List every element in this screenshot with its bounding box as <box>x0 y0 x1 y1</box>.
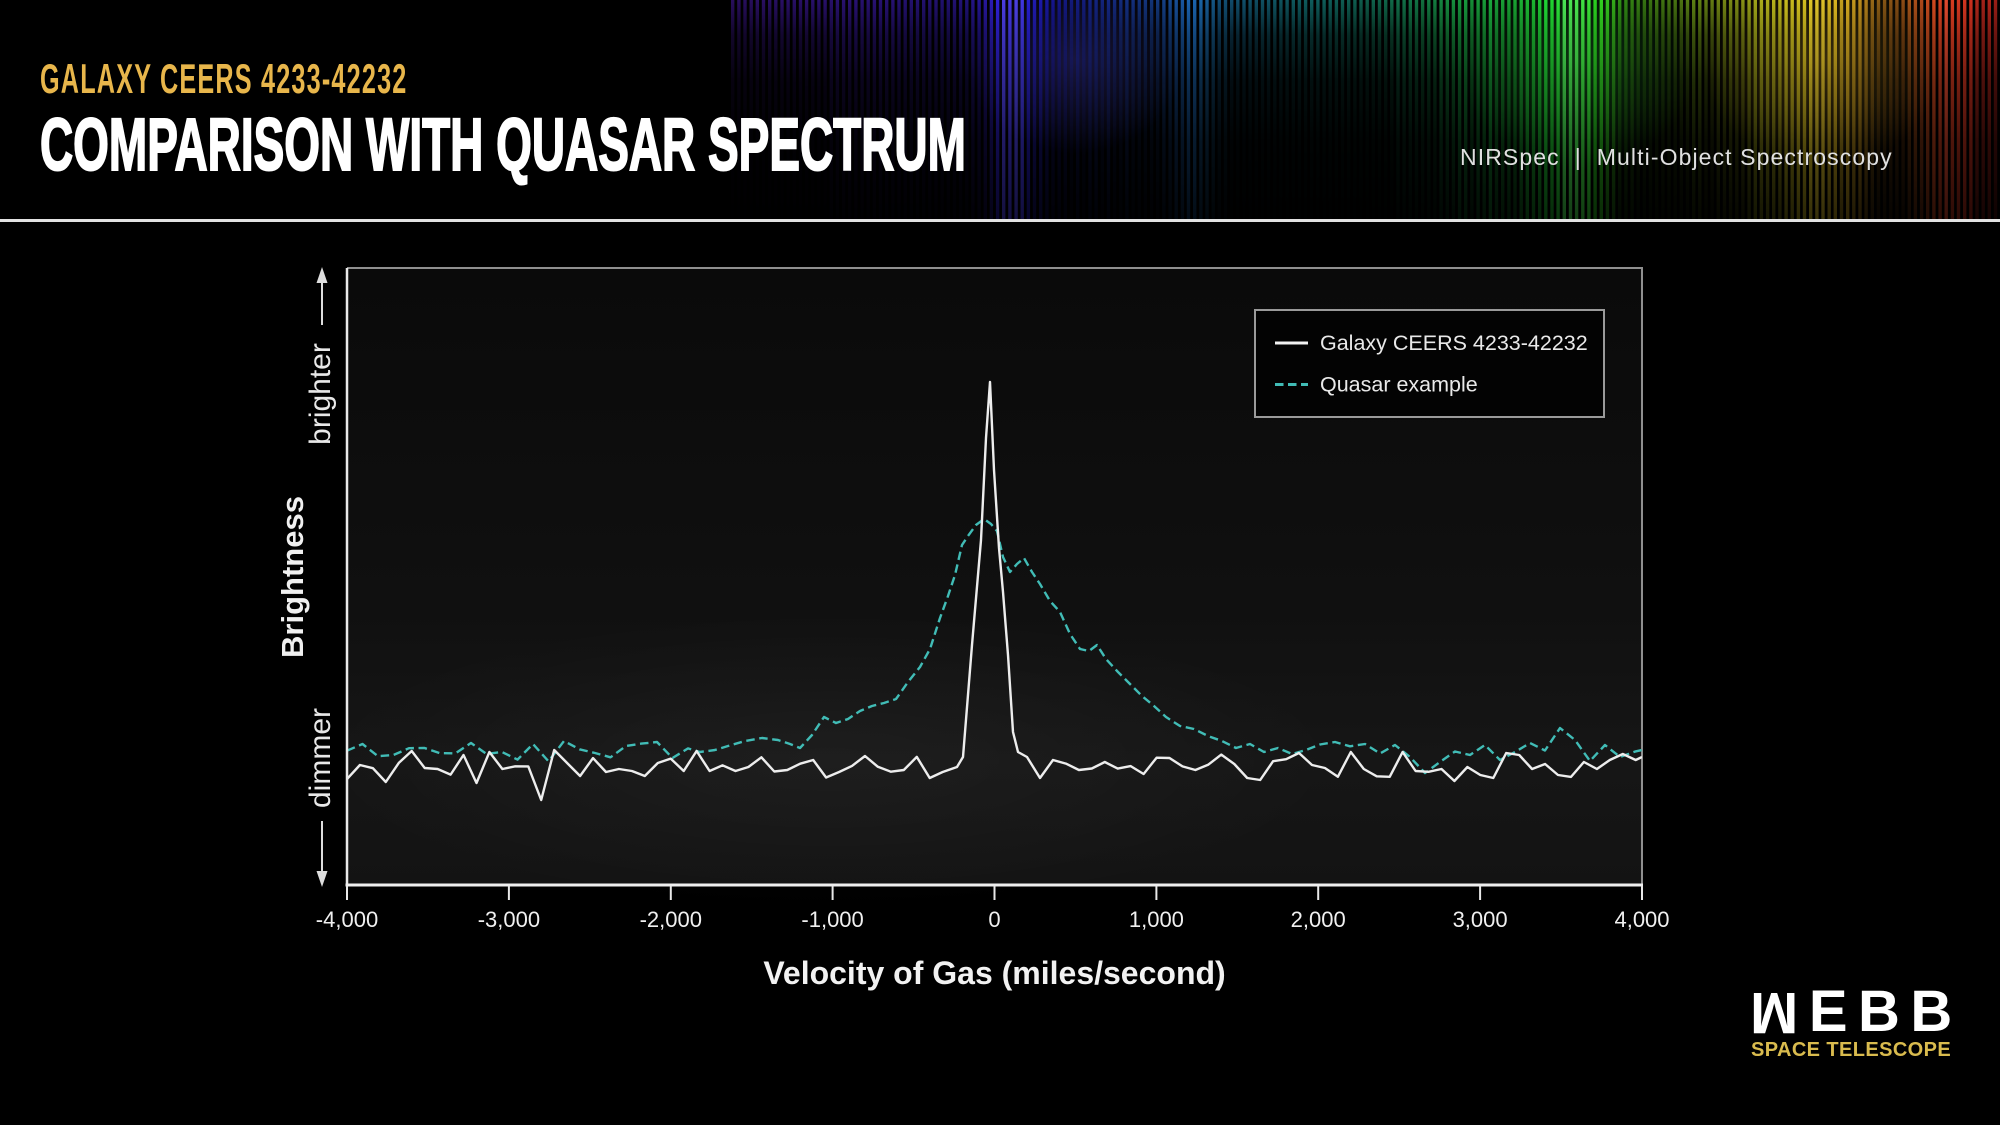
svg-text:Brightness: Brightness <box>275 496 310 658</box>
svg-text:Quasar example: Quasar example <box>1320 373 1478 397</box>
svg-text:0: 0 <box>988 907 1000 932</box>
svg-text:-4,000: -4,000 <box>316 907 378 932</box>
svg-text:-3,000: -3,000 <box>478 907 540 932</box>
svg-text:brighter: brighter <box>304 343 337 445</box>
svg-text:4,000: 4,000 <box>1614 907 1669 932</box>
svg-text:1,000: 1,000 <box>1129 907 1184 932</box>
svg-text:-1,000: -1,000 <box>801 907 863 932</box>
svg-text:-2,000: -2,000 <box>640 907 702 932</box>
svg-text:3,000: 3,000 <box>1453 907 1508 932</box>
svg-text:Galaxy CEERS 4233-42232: Galaxy CEERS 4233-42232 <box>1320 331 1588 355</box>
svg-text:2,000: 2,000 <box>1291 907 1346 932</box>
svg-text:dimmer: dimmer <box>304 708 337 808</box>
svg-text:Velocity of Gas (miles/second): Velocity of Gas (miles/second) <box>763 955 1225 991</box>
